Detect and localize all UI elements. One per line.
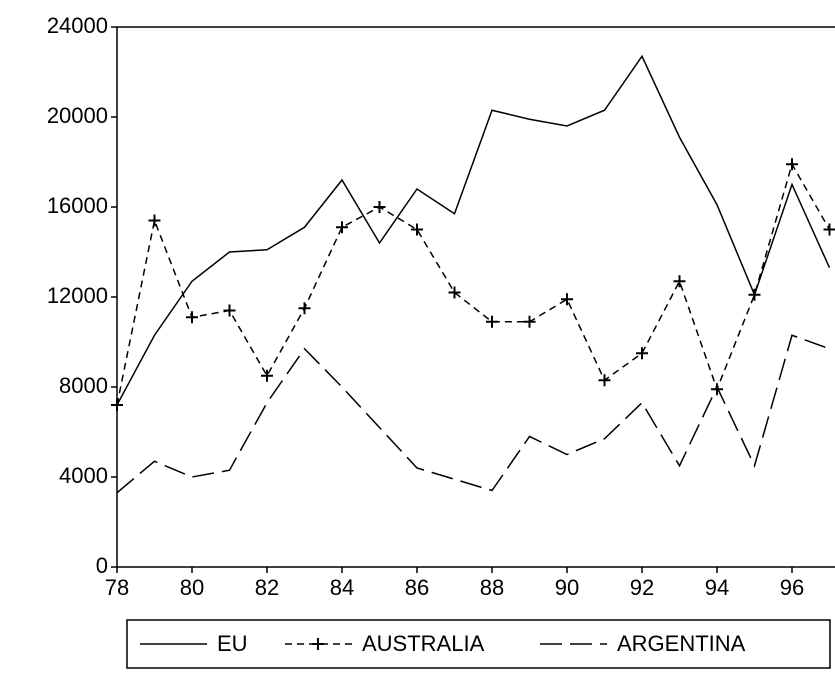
point-marker [523,315,536,328]
legend-label: AUSTRALIA [362,631,485,656]
point-marker [336,221,348,234]
y-tick-label: 12000 [47,283,108,308]
point-marker [711,383,723,396]
x-tick-label: 82 [255,575,279,600]
point-marker [373,201,386,213]
x-tick-label: 92 [630,575,654,600]
y-tick-label: 24000 [47,13,108,38]
y-tick-label: 16000 [47,193,108,218]
y-tick-label: 4000 [59,463,108,488]
y-tick-label: 0 [96,553,108,578]
series-line [116,54,831,406]
x-tick-label: 78 [105,575,129,600]
point-marker [786,158,798,171]
legend-label: ARGENTINA [617,631,746,656]
y-tick-label: 20000 [47,103,108,128]
series-line [116,162,831,406]
legend-marker [312,638,324,650]
point-marker [673,275,686,288]
point-marker [186,311,198,324]
point-marker [298,302,311,315]
point-marker [561,293,573,306]
x-tick-label: 90 [555,575,579,600]
x-tick-label: 84 [330,575,354,600]
point-marker [411,223,423,236]
legend-box [126,619,831,669]
point-marker [636,347,648,360]
x-tick-label: 96 [780,575,804,600]
legend-label: EU [217,631,248,656]
point-marker [261,369,273,382]
series-line [116,334,830,494]
y-tick-label: 8000 [59,373,108,398]
point-marker [223,304,236,317]
point-marker [823,223,835,236]
point-marker [148,214,161,227]
x-tick-label: 80 [180,575,204,600]
point-marker [486,315,498,328]
point-marker [448,286,461,299]
x-tick-label: 86 [405,575,429,600]
point-marker [111,399,123,411]
point-marker [598,374,611,387]
x-tick-label: 94 [705,575,729,600]
point-marker [748,288,761,301]
x-tick-label: 88 [480,575,504,600]
